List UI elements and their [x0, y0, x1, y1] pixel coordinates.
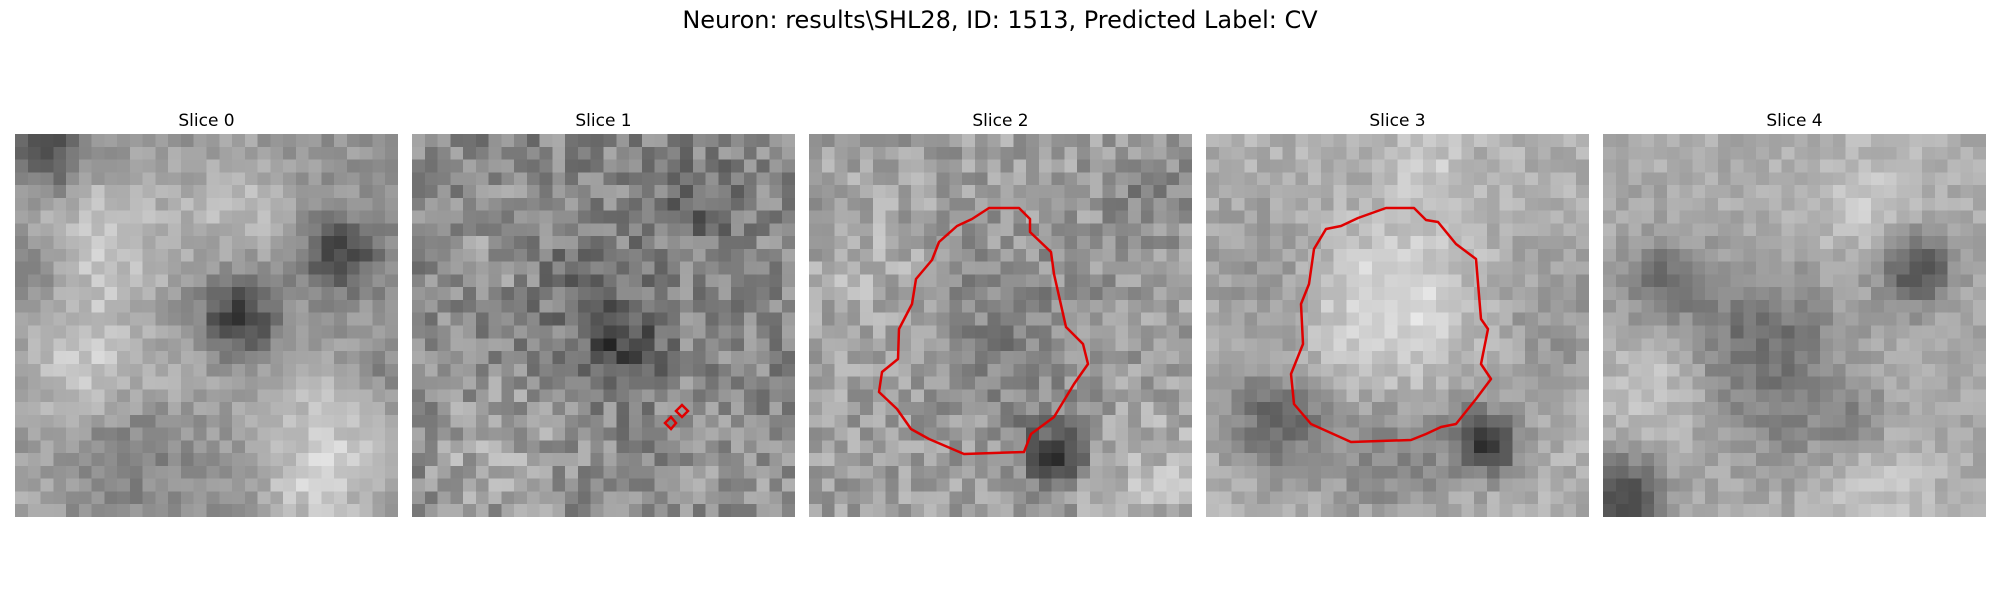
slice-image-1: [412, 134, 795, 517]
figure-title: Neuron: results\SHL28, ID: 1513, Predict…: [682, 6, 1318, 34]
slice-panel-1: Slice 1: [412, 108, 795, 517]
slice-panel-4: Slice 4: [1603, 108, 1986, 517]
slice-image-4: [1603, 134, 1986, 517]
contour-overlay-1: [663, 403, 690, 431]
slice-raster-4: [1603, 134, 1986, 517]
slice-raster-1: [412, 134, 795, 517]
contour-overlay-2: [877, 206, 1090, 456]
slice-image-2: [809, 134, 1192, 517]
slice-panel-0: Slice 0: [15, 108, 398, 517]
slice-raster-3: [1206, 134, 1589, 517]
contour-outline-2: [877, 206, 1090, 456]
slice-raster-0: [15, 134, 398, 517]
slice-title-2: Slice 2: [972, 111, 1029, 131]
slice-title-0: Slice 0: [178, 111, 235, 131]
contour-outline-3: [1289, 206, 1493, 444]
slice-image-3: [1206, 134, 1589, 517]
slice-image-0: [15, 134, 398, 517]
slice-title-3: Slice 3: [1369, 111, 1426, 131]
contour-overlay-3: [1289, 206, 1493, 444]
contour-mark-1a: [674, 403, 690, 419]
slice-panel-2: Slice 2: [809, 108, 1192, 517]
slice-panel-3: Slice 3: [1206, 108, 1589, 517]
contour-mark-1b: [663, 415, 678, 431]
slice-title-1: Slice 1: [575, 111, 632, 131]
slice-title-4: Slice 4: [1766, 111, 1823, 131]
